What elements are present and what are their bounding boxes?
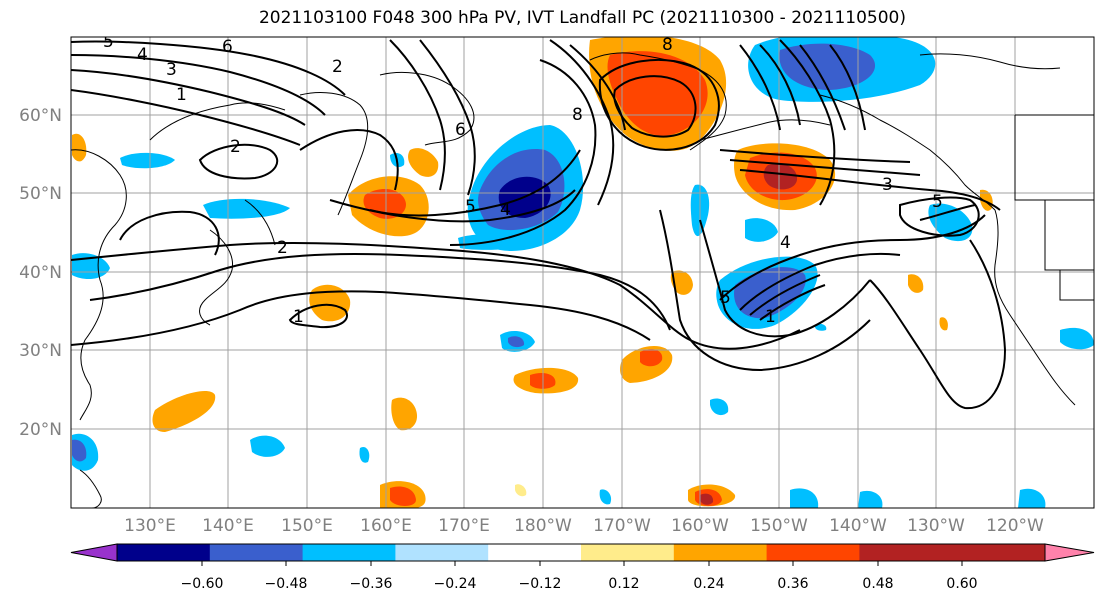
colorbar-frame [116,543,1046,562]
contour-label: 8 [572,105,583,125]
coastlines [71,52,1094,508]
contour-label: 2 [230,137,241,157]
contour-label: 5 [720,288,731,308]
lon-label: 150°W [750,516,808,536]
lat-label: 40°N [19,263,62,283]
colorbar-tick-label: 0.48 [862,576,893,592]
longitude-labels: 130°E 140°E 150°E 160°E 170°E 180°W 170°… [124,516,1044,536]
lon-label: 170°W [593,516,651,536]
colorbar-tick-label: −0.48 [265,576,308,592]
contour-label: 5 [465,197,476,217]
lon-label: 180°W [514,516,572,536]
colorbar-extend-low [70,543,118,562]
colorbar-tick-label: −0.12 [519,576,562,592]
lon-label: 140°E [202,516,254,536]
contour-label: 8 [662,35,673,55]
lat-label: 50°N [19,184,62,204]
colorbar-tick-label: 0.36 [777,576,808,592]
contour-label: 2 [332,57,343,77]
contour-labels: 5 4 3 1 6 2 2 6 8 8 5 4 2 1 3 5 4 5 1 [103,32,943,327]
map-title: 2021103100 F048 300 hPa PV, IVT Landfall… [258,8,906,28]
colorbar-tick-label: 0.24 [693,576,724,592]
colorbar-tick-label: −0.60 [181,576,224,592]
colorbar-tick-label: −0.36 [350,576,393,592]
lon-label: 170°E [438,516,490,536]
plot-area: 5 4 3 1 6 2 2 6 8 8 5 4 2 1 3 5 4 5 1 [71,32,1094,508]
contour-label: 1 [176,85,187,105]
contour-label: 6 [222,37,233,57]
contour-label: 1 [765,307,776,327]
contour-label: 6 [455,120,466,140]
contour-label: 2 [277,238,288,258]
lat-label: 60°N [19,106,62,126]
colorbar-extend-high [1044,543,1095,562]
lon-label: 120°W [986,516,1044,536]
colorbar-segment [859,544,953,561]
colorbar-tick-label: −0.24 [434,576,477,592]
lon-label: 160°E [360,516,412,536]
colorbar-segment [766,544,860,561]
contour-label: 1 [293,307,304,327]
contour-label: 4 [137,45,148,65]
colorbar-tick-labels: −0.60 −0.48 −0.36 −0.24 −0.12 0.12 0.24 … [181,576,978,592]
colorbar-ticks [201,561,963,566]
lat-label: 20°N [19,420,62,440]
colorbar-segment [673,544,768,561]
colorbar-segment [488,544,582,561]
colorbar-segment [952,544,1045,561]
lon-label: 130°E [124,516,176,536]
contour-label: 5 [932,192,943,212]
colorbar-segments [70,543,1095,562]
contour-label: 3 [882,175,893,195]
lon-label: 130°W [907,516,965,536]
colorbar-segment [209,544,304,561]
contour-label: 4 [780,233,791,253]
contour-label: 3 [166,60,177,80]
lon-label: 150°E [281,516,333,536]
contour-label: 5 [103,32,114,52]
contour-label: 4 [500,200,511,220]
colorbar-segment [117,544,211,561]
latitude-labels: 60°N 50°N 40°N 30°N 20°N [19,106,62,440]
colorbar-segment [302,544,396,561]
colorbar-segment [395,544,489,561]
lon-label: 140°W [829,516,887,536]
colorbar-tick-label: 0.60 [946,576,977,592]
plot-frame [70,36,1095,509]
lat-label: 30°N [19,341,62,361]
colorbar-tick-label: 0.12 [608,576,639,592]
colorbar: −0.60 −0.48 −0.36 −0.24 −0.12 0.12 0.24 … [70,543,1095,592]
lon-label: 160°W [671,516,729,536]
colorbar-segment [581,544,675,561]
ivt-contours [71,39,1007,410]
